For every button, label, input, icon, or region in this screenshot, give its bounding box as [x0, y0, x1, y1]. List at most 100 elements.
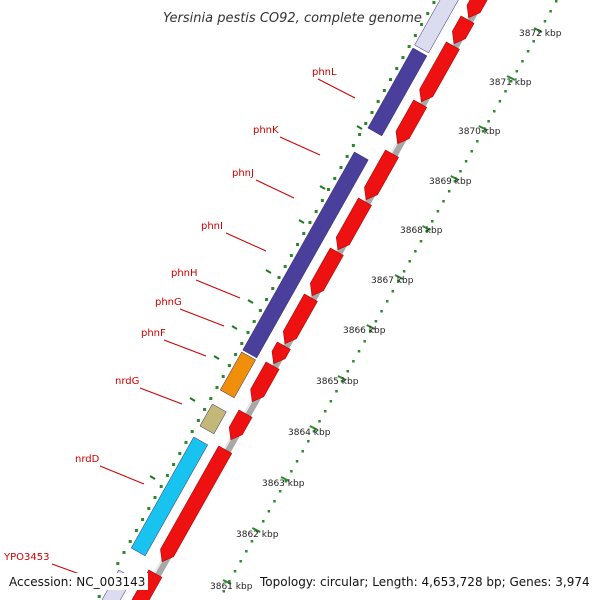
scale-dot: [504, 90, 507, 93]
gene-block-nrdG: [199, 403, 227, 435]
gene-label-nrdG[interactable]: nrdG: [115, 376, 139, 387]
reverse-gene-arrow: [364, 149, 399, 201]
map-title: Yersinia pestis CO92, complete genome: [163, 11, 422, 26]
scale-tick: [280, 476, 290, 482]
gc-dot: [165, 474, 169, 477]
scale-tick: [251, 527, 261, 533]
gene-label-phnG[interactable]: phnG: [155, 297, 182, 308]
scale-dot: [397, 280, 400, 283]
reverse-gene-arrow: [271, 341, 291, 365]
gc-dot: [147, 507, 151, 510]
scale-dot: [447, 190, 451, 193]
reverse-gene-arrow: [466, 0, 488, 19]
accession-text: Accession: NC_003143: [9, 575, 145, 589]
scale-dot: [239, 560, 242, 563]
gene-start-tick: [213, 355, 220, 360]
gene-label-phnF[interactable]: phnF: [141, 328, 166, 339]
kbp-label: 3863 kbp: [262, 479, 305, 489]
scale-dot: [493, 110, 496, 113]
gene-label-phnI[interactable]: phnI: [201, 221, 223, 232]
scale-dot: [245, 550, 248, 553]
leader-line: [279, 136, 321, 156]
gene-label-phnH[interactable]: phnH: [171, 268, 198, 279]
gc-dot: [178, 452, 182, 455]
leader-line: [139, 387, 183, 405]
gene-start-tick: [149, 475, 156, 480]
reverse-gene-arrow: [160, 445, 233, 563]
gc-skew-ticks-outer: [222, 0, 558, 593]
gene-label-phnL[interactable]: phnL: [312, 67, 337, 78]
scale-dot: [369, 330, 372, 333]
gc-dot: [420, 23, 424, 26]
scale-dot: [543, 20, 547, 23]
scale-dot: [352, 360, 355, 363]
reverse-gene-arrow: [335, 197, 372, 251]
kbp-label: 3867 kbp: [371, 276, 414, 286]
scale-dot: [284, 480, 288, 483]
gc-dot: [265, 298, 269, 301]
gc-dot: [172, 463, 176, 466]
kbp-label: 3868 kbp: [400, 226, 443, 236]
kbp-label: 3862 kbp: [236, 530, 279, 540]
gc-dot: [122, 551, 126, 554]
scale-dot: [250, 540, 254, 543]
gc-dot: [364, 122, 368, 125]
reverse-gene-arrow: [283, 293, 318, 345]
scale-dot: [555, 0, 558, 3]
kbp-label: 3865 kbp: [316, 377, 359, 387]
gc-dot: [153, 496, 157, 499]
scale-dot: [290, 470, 293, 473]
scale-dot: [509, 80, 513, 83]
scale-dot: [295, 460, 299, 463]
gene-label-phnJ[interactable]: phnJ: [232, 168, 254, 179]
gene-label-phnK[interactable]: phnK: [253, 125, 279, 136]
leader-line: [195, 279, 241, 299]
scale-dot: [380, 310, 383, 313]
gc-dot: [289, 254, 293, 257]
gc-dot: [314, 210, 318, 213]
gene-start-tick: [247, 299, 254, 304]
scale-dot: [323, 410, 327, 413]
scale-tick: [478, 125, 488, 131]
gene-block-top: [414, 0, 459, 54]
gc-dot: [215, 386, 219, 389]
gc-dot: [401, 56, 405, 59]
gc-dot: [320, 199, 324, 202]
gc-dot: [345, 155, 349, 158]
gc-dot: [196, 419, 200, 422]
scale-dot: [307, 440, 310, 443]
gc-dot: [221, 375, 225, 378]
gc-dot: [333, 177, 337, 180]
leader-line: [225, 232, 267, 252]
kbp-label: 3870 kbp: [458, 127, 501, 137]
reverse-gene-arrow: [310, 247, 344, 297]
gc-dot: [395, 67, 399, 70]
gene-label-nrdD[interactable]: nrdD: [75, 454, 100, 465]
scale-dot: [363, 340, 366, 343]
scale-tick: [394, 274, 404, 280]
kbp-label: 3864 kbp: [288, 428, 331, 438]
gene-start-tick: [189, 397, 196, 402]
gene-start-tick: [356, 125, 363, 130]
gene-block-phnF: [219, 351, 256, 399]
gc-dot: [376, 100, 380, 103]
scale-dot: [385, 300, 389, 303]
gc-dot: [327, 188, 331, 191]
scale-dot: [498, 100, 502, 103]
leader-line: [179, 308, 225, 327]
scale-dot: [273, 500, 276, 503]
scale-dot: [222, 590, 226, 593]
scale-tick: [222, 579, 232, 585]
kbp-scale-labels: 3872 kbp 3871 kbp 3870 kbp 3869 kbp 3868…: [210, 29, 562, 592]
scale-dot: [402, 270, 406, 273]
gene-start-tick: [265, 269, 272, 274]
gc-dot: [184, 441, 188, 444]
gene-label-YPO3453[interactable]: YPO3453: [3, 552, 49, 563]
scale-dot: [470, 150, 473, 153]
scale-tick: [533, 27, 543, 33]
scale-dot: [267, 510, 271, 513]
scale-dot: [442, 200, 445, 203]
scale-dot: [346, 370, 350, 373]
